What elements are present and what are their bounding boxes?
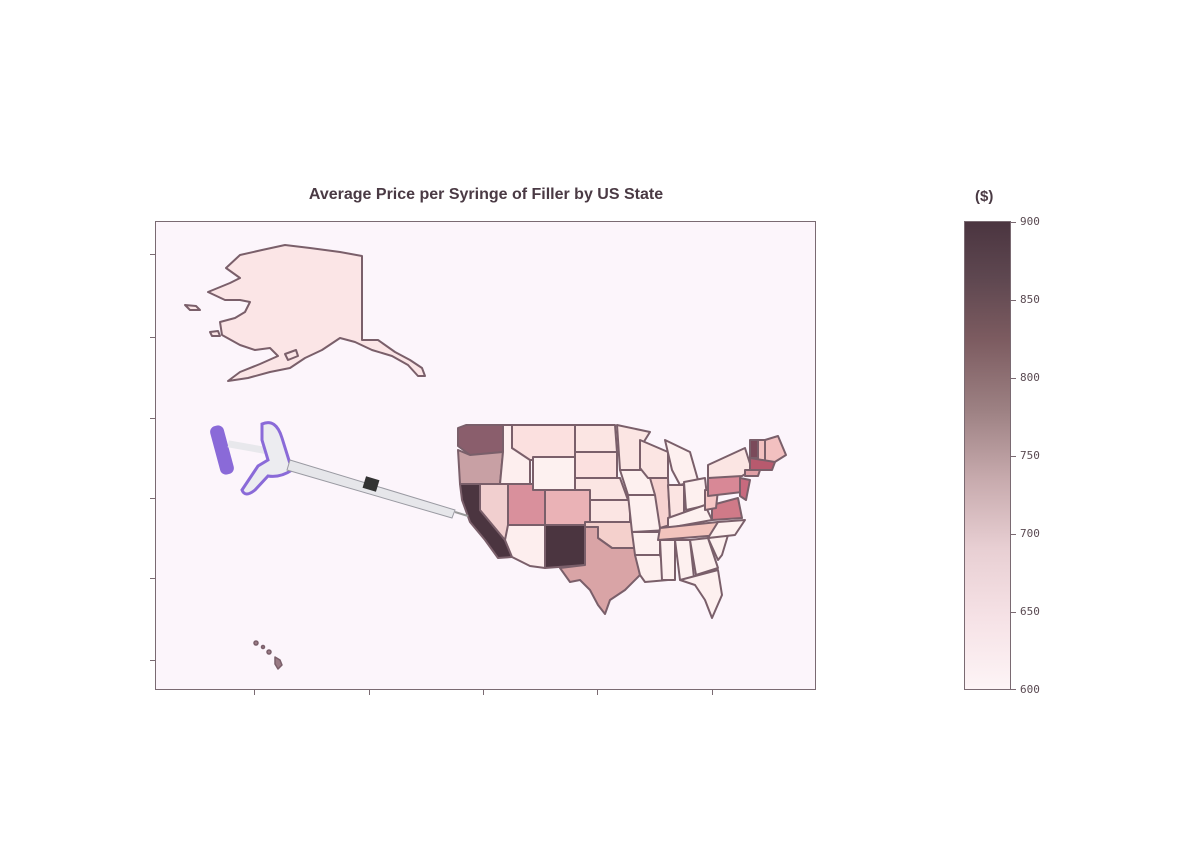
y-tick: [150, 578, 155, 579]
colorbar-tick: [1011, 456, 1016, 457]
colorbar-tick: [1011, 689, 1016, 690]
x-tick: [483, 690, 484, 695]
state-louisiana: [634, 554, 669, 583]
colorbar-tick-label: 600: [1020, 683, 1040, 696]
state-maine: [764, 435, 787, 466]
x-tick: [254, 690, 255, 695]
colorbar-tick-label: 800: [1020, 371, 1040, 384]
state-georgia: [689, 537, 719, 576]
colorbar-title: ($): [975, 188, 994, 205]
x-tick: [597, 690, 598, 695]
x-tick: [369, 690, 370, 695]
y-tick: [150, 418, 155, 419]
colorbar-tick-label: 750: [1020, 449, 1040, 462]
y-tick: [150, 498, 155, 499]
colorbar-tick: [1011, 300, 1016, 301]
state-hawaii: [253, 640, 283, 670]
state-florida: [679, 569, 723, 619]
state-massachusetts: [749, 457, 776, 471]
x-tick: [712, 690, 713, 695]
y-tick: [150, 254, 155, 255]
colorbar-tick: [1011, 222, 1016, 223]
state-alaska: [207, 244, 426, 382]
state-texas: [559, 526, 641, 615]
state-connecticut: [744, 469, 761, 477]
state-new-jersey: [739, 477, 751, 501]
colorbar-tick-label: 850: [1020, 293, 1040, 306]
colorbar-tick: [1011, 534, 1016, 535]
chart-title: Average Price per Syringe of Filler by U…: [308, 186, 664, 203]
colorbar-tick: [1011, 612, 1016, 613]
colorbar: [964, 221, 1011, 690]
colorbar-tick-label: 650: [1020, 605, 1040, 618]
colorbar-tick-label: 700: [1020, 527, 1040, 540]
colorbar-tick-label: 900: [1020, 215, 1040, 228]
y-tick: [150, 337, 155, 338]
y-tick: [150, 660, 155, 661]
state-virginia: [711, 497, 743, 521]
state-north-carolina: [707, 519, 746, 539]
colorbar-tick: [1011, 378, 1016, 379]
state-mississippi: [659, 539, 676, 581]
